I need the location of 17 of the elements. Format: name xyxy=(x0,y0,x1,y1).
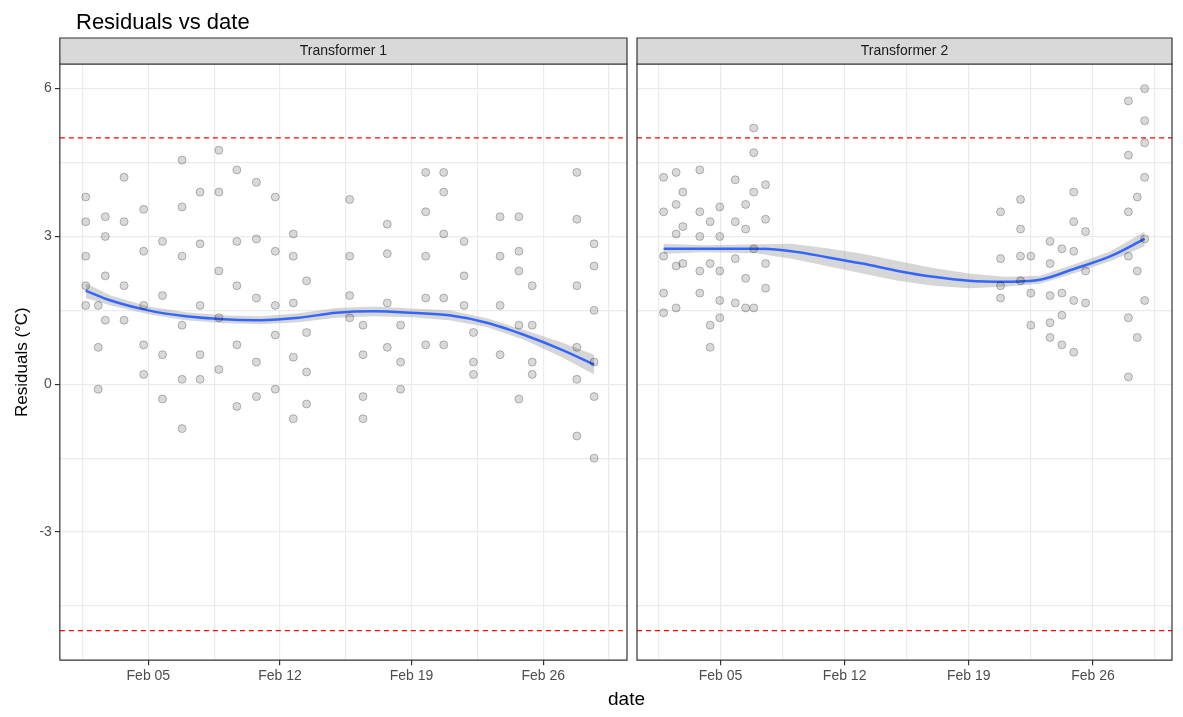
x-tick-label: Feb 05 xyxy=(698,667,743,684)
y-tick-label: 6 xyxy=(44,79,53,96)
chart-title: Residuals vs date xyxy=(75,8,251,36)
x-tick-label: Feb 26 xyxy=(1071,667,1115,684)
y-tick-label: 3 xyxy=(44,227,53,244)
y-tick-label: 0 xyxy=(44,375,53,392)
x-tick-label: Feb 26 xyxy=(521,667,566,684)
chart-subtitle: Transformer 1 xyxy=(299,41,388,58)
x-tick-label: Feb 12 xyxy=(822,667,867,684)
y-axis-title: Residuals (°C) xyxy=(11,307,31,417)
y-tick-label: -3 xyxy=(39,522,53,539)
x-tick-label: Feb 05 xyxy=(126,667,171,684)
x-tick-label: Feb 19 xyxy=(389,667,434,684)
x-axis-title: date xyxy=(607,688,646,710)
chart-subtitle: Transformer 2 xyxy=(860,41,949,58)
x-tick-label: Feb 12 xyxy=(258,667,302,684)
x-tick-label: Feb 19 xyxy=(946,667,991,684)
